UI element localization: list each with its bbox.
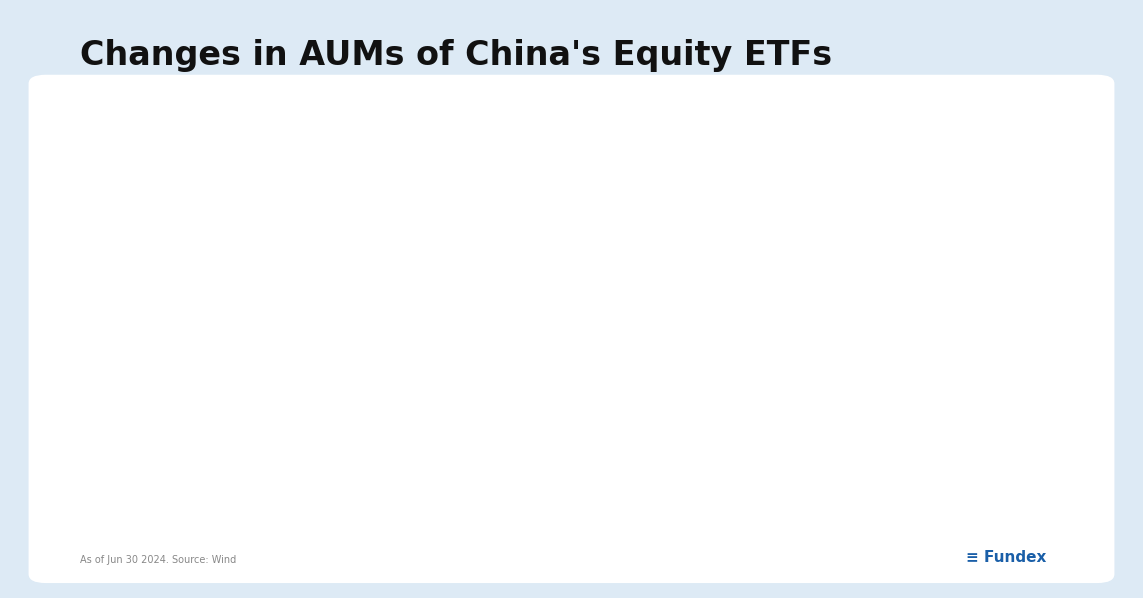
Text: ≡ Fundex: ≡ Fundex — [966, 550, 1046, 565]
Legend: Broad-based Indexes, Industry-specific Indexes, Cross-border Indexes, Smart Beta: Broad-based Indexes, Industry-specific I… — [900, 132, 1110, 260]
Text: Changes in AUMs of China's Equity ETFs: Changes in AUMs of China's Equity ETFs — [80, 39, 832, 72]
Text: $Bil: $Bil — [49, 110, 73, 123]
Text: As of Jun 30 2024. Source: Wind: As of Jun 30 2024. Source: Wind — [80, 555, 237, 565]
